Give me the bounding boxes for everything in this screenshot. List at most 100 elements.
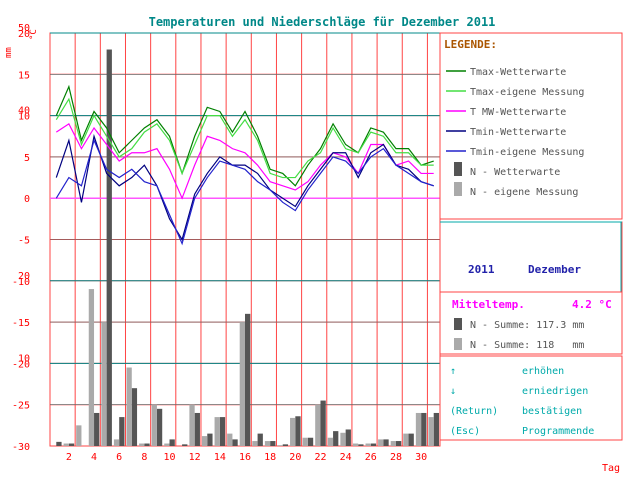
precip-bar <box>390 441 396 446</box>
precip-bar <box>119 417 125 446</box>
precip-bar <box>395 441 402 446</box>
precip-tick-label: 10 <box>18 353 30 364</box>
temp-tick-label: -25 <box>12 401 30 412</box>
precip-bar <box>189 404 195 446</box>
precip-bar <box>201 436 208 446</box>
mean-temp-value: 4.2 °C <box>572 298 612 311</box>
temp-tick-label: -15 <box>12 318 30 329</box>
precip-bar <box>370 443 377 446</box>
precip-tick-label: 40 <box>18 106 30 117</box>
period-panel: 2011 Dezember <box>439 221 623 293</box>
precip-bar <box>113 439 120 446</box>
precip-bar <box>270 441 276 446</box>
precip-bar <box>252 441 258 446</box>
temp-series-line <box>55 84 434 187</box>
precip-bar <box>358 444 364 446</box>
x-tick-label: 26 <box>365 452 377 463</box>
precip-bar <box>302 437 308 446</box>
precip-bar <box>182 444 188 446</box>
legend-label: Tmax-eigene Messung <box>470 87 584 98</box>
precip-bar <box>378 439 384 446</box>
x-axis-unit: Tag <box>602 463 620 474</box>
precip-bar <box>106 49 112 447</box>
legend-label: Tmin-Wetterwarte <box>470 127 566 138</box>
sum-swatch-eigene <box>454 338 462 350</box>
temp-tick-label: 20 <box>18 29 30 40</box>
summary-panel: Mitteltemp. 4.2 °C N - Summe: 117.3 mm N… <box>439 291 623 355</box>
control-action: Programmende <box>522 426 594 437</box>
control-action: bestätigen <box>522 406 582 417</box>
x-tick-label: 16 <box>239 452 251 463</box>
precip-bar <box>156 408 163 446</box>
precip-bar <box>88 289 95 446</box>
x-tick-label: 2 <box>66 452 72 463</box>
legend-label: Tmin-eigene Messung <box>470 147 584 158</box>
temp-tick-label: -10 <box>12 277 30 288</box>
x-tick-label: 4 <box>91 452 97 463</box>
precipitation-bars <box>56 49 439 447</box>
temp-series-line <box>55 122 434 200</box>
precip-bar <box>169 439 175 446</box>
temp-tick-label: -30 <box>12 442 30 453</box>
period-month: Dezember <box>528 263 581 276</box>
x-tick-label: 6 <box>116 452 122 463</box>
precip-bar <box>232 439 238 446</box>
grid <box>49 32 441 447</box>
x-tick-label: 30 <box>415 452 427 463</box>
control-key: (Esc) <box>450 426 480 437</box>
precip-bar <box>415 412 422 446</box>
precip-bar <box>428 417 434 446</box>
precip-bar <box>131 388 138 446</box>
legend-heading: LEGENDE: <box>444 38 497 51</box>
precip-bar <box>345 429 351 446</box>
precip-tick-label: 20 <box>18 271 30 282</box>
precip-bar <box>421 412 427 446</box>
control-key: ↓ <box>450 386 456 397</box>
precip-bar <box>68 443 75 446</box>
precip-bar <box>352 443 359 446</box>
control-action: erniedrigen <box>522 386 588 397</box>
precip-bar <box>151 404 157 446</box>
x-tick-label: 8 <box>141 452 147 463</box>
period-year: 2011 <box>468 263 495 276</box>
temp-unit-label: °C <box>29 29 39 40</box>
precip-bar <box>282 444 289 446</box>
precip-bar <box>63 443 69 446</box>
temp-tick-label: 10 <box>18 112 30 123</box>
x-tick-label: 10 <box>163 452 175 463</box>
x-tick-label: 14 <box>214 452 226 463</box>
precip-bar <box>290 417 296 446</box>
x-tick-label: 12 <box>189 452 201 463</box>
chart-title: Temperaturen und Niederschläge für Dezem… <box>149 15 496 29</box>
control-action: erhöhen <box>522 366 564 377</box>
temp-tick-label: 0 <box>24 194 30 205</box>
sum-wetterwarte: N - Summe: 117.3 mm <box>470 320 584 331</box>
precip-bar <box>126 367 132 446</box>
temperature-lines <box>55 84 434 246</box>
precip-bar <box>214 417 220 446</box>
temp-tick-label: 5 <box>24 153 30 164</box>
legend-bar-swatch <box>454 162 462 176</box>
precip-bar <box>408 433 414 446</box>
precip-bar <box>219 417 226 446</box>
precip-bar <box>307 437 314 446</box>
precip-bar <box>94 412 100 446</box>
precip-bar <box>227 433 233 446</box>
x-tick-label: 22 <box>314 452 326 463</box>
temp-tick-label: 15 <box>18 70 30 81</box>
legend-label: N - Wetterwarte <box>470 167 560 178</box>
precip-bar <box>139 443 145 446</box>
precip-bar <box>207 433 213 446</box>
temp-tick-label: -5 <box>18 236 30 247</box>
x-tick-label: 18 <box>264 452 276 463</box>
precip-bar <box>101 322 107 446</box>
precip-bar <box>245 313 251 446</box>
precip-bar <box>194 412 200 446</box>
precip-bar <box>320 400 326 446</box>
mean-temp-label: Mitteltemp. <box>452 298 525 311</box>
precip-bar <box>333 431 339 446</box>
temp-series-line <box>55 133 434 241</box>
precip-bar <box>257 433 263 446</box>
precip-bar <box>365 443 371 446</box>
precip-bar <box>164 443 170 446</box>
